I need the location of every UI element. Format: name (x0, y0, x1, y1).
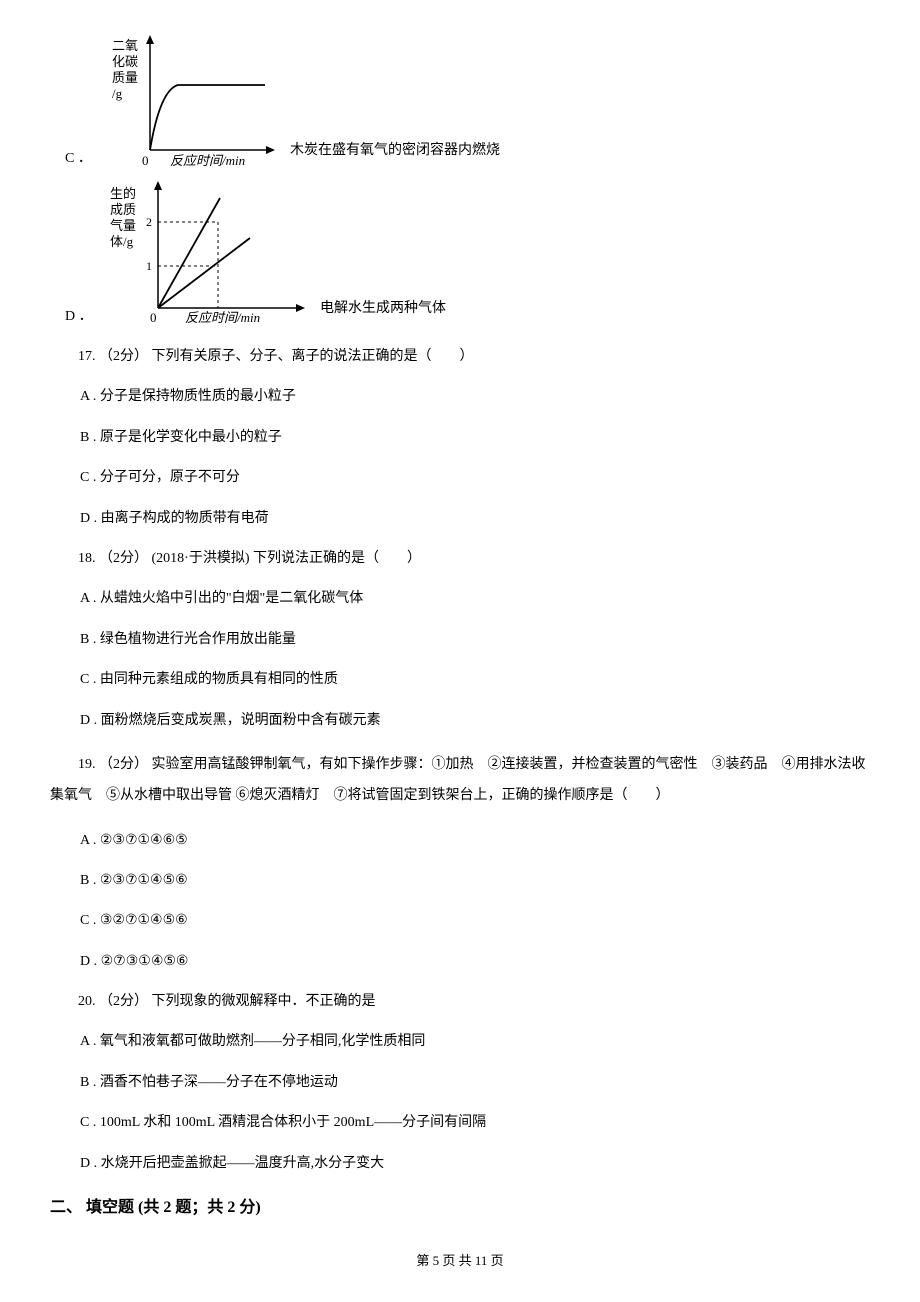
chart-d-xlabel: 反应时间/min (185, 310, 260, 325)
q18-stem: 18. （2分） (2018·于洪模拟) 下列说法正确的是（ ） (50, 548, 870, 570)
chart-d-ylabel-2: 成质 (110, 202, 136, 217)
page-footer: 第 5 页 共 11 页 (50, 1251, 870, 1272)
chart-d-ytick-1: 1 (146, 259, 152, 273)
q20-opt-b: B . 酒香不怕巷子深——分子在不停地运动 (80, 1072, 870, 1094)
chart-c-svg: 二氧 化碳 质量 /g 0 反应时间/min (110, 30, 280, 170)
q18-opt-b: B . 绿色植物进行光合作用放出能量 (80, 629, 870, 651)
chart-d-ylabel-4: 体/g (110, 234, 134, 249)
chart-d-zero: 0 (150, 310, 157, 325)
chart-c-zero: 0 (142, 153, 149, 168)
q17-opt-d: D . 由离子构成的物质带有电荷 (80, 508, 870, 530)
q20-opt-a: A . 氧气和液氧都可做助燃剂——分子相同,化学性质相同 (80, 1031, 870, 1053)
q19-opt-d: D . ②⑦③①④⑤⑥ (80, 951, 870, 973)
q17-opt-b: B . 原子是化学变化中最小的粒子 (80, 427, 870, 449)
chart-c-ylabel-3: 质量 (112, 70, 138, 85)
q20-opt-c: C . 100mL 水和 100mL 酒精混合体积小于 200mL——分子间有间… (80, 1112, 870, 1134)
chart-c-description: 木炭在盛有氧气的密闭容器内燃烧 (290, 140, 500, 170)
chart-d-row: D ． 生的 成质 气量 体/g 2 1 0 反应时间/min 电解水生成两种气… (50, 178, 870, 328)
q20-stem: 20. （2分） 下列现象的微观解释中．不正确的是 (50, 991, 870, 1013)
chart-d-label: D ． (50, 306, 110, 328)
chart-c-row: C ． 二氧 化碳 质量 /g 0 反应时间/min 木炭在盛有氧气的密闭容器内… (50, 30, 870, 170)
q19-opt-b: B . ②③⑦①④⑤⑥ (80, 870, 870, 892)
chart-c-label: C ． (50, 148, 110, 170)
chart-d-ytick-2: 2 (146, 215, 152, 229)
chart-c-ylabel-2: 化碳 (112, 54, 138, 69)
chart-d-description: 电解水生成两种气体 (320, 298, 446, 328)
chart-c-ylabel-1: 二氧 (112, 38, 138, 53)
section-2-title: 二、 填空题 (共 2 题；共 2 分) (50, 1195, 870, 1221)
chart-d-ylabel-3: 气量 (110, 218, 136, 233)
q17-opt-c: C . 分子可分，原子不可分 (80, 467, 870, 489)
chart-d-ylabel-1: 生的 (110, 186, 136, 201)
q18-opt-c: C . 由同种元素组成的物质具有相同的性质 (80, 669, 870, 691)
q18-opt-a: A . 从蜡烛火焰中引出的"白烟"是二氧化碳气体 (80, 588, 870, 610)
q19-stem: 19. （2分） 实验室用高锰酸钾制氧气，有如下操作步骤：①加热 ②连接装置，并… (50, 750, 870, 812)
q17-opt-a: A . 分子是保持物质性质的最小粒子 (80, 386, 870, 408)
chart-c-xlabel: 反应时间/min (170, 153, 245, 168)
q19-opt-c: C . ③②⑦①④⑤⑥ (80, 910, 870, 932)
q19-opt-a: A . ②③⑦①④⑥⑤ (80, 830, 870, 852)
chart-d-svg: 生的 成质 气量 体/g 2 1 0 反应时间/min (110, 178, 310, 328)
q20-opt-d: D . 水烧开后把壶盖掀起——温度升高,水分子变大 (80, 1153, 870, 1175)
q17-stem: 17. （2分） 下列有关原子、分子、离子的说法正确的是（ ） (50, 346, 870, 368)
q18-opt-d: D . 面粉燃烧后变成炭黑，说明面粉中含有碳元素 (80, 710, 870, 732)
chart-c-ylabel-4: /g (112, 86, 123, 101)
